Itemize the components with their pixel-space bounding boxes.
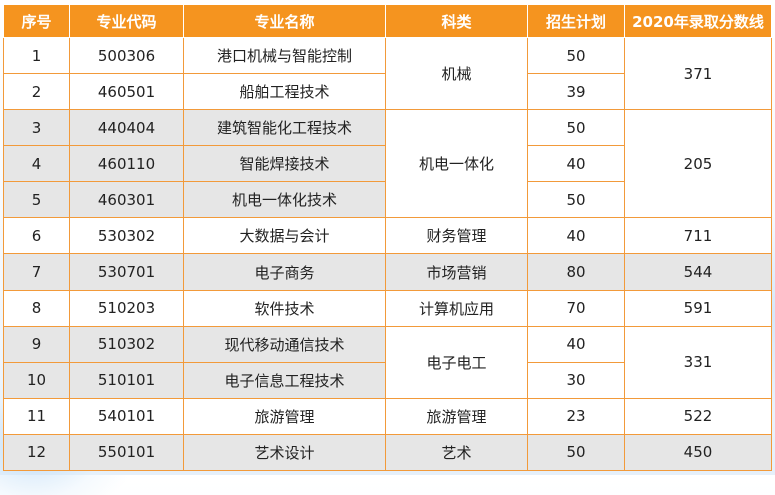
cell-code: 510101 [69, 361, 184, 399]
cell-plan: 50 [527, 109, 625, 147]
cell-name: 船舶工程技术 [183, 73, 386, 111]
cell-name: 旅游管理 [183, 397, 386, 435]
header-plan: 招生计划 [527, 4, 625, 38]
cell-no: 12 [3, 433, 70, 472]
cell-no: 6 [3, 217, 70, 255]
cell-code: 460301 [69, 181, 184, 219]
header-category: 科类 [385, 4, 528, 38]
cell-plan: 30 [527, 361, 625, 399]
cell-score: 544 [624, 253, 772, 291]
cell-category: 机械 [385, 36, 528, 111]
cell-name: 现代移动通信技术 [183, 325, 386, 363]
admission-table: 序号 专业代码 专业名称 科类 招生计划 2020年录取分数线 1 500306… [3, 4, 772, 472]
cell-code: 530701 [69, 253, 184, 291]
cell-no: 5 [3, 181, 70, 219]
cell-no: 4 [3, 145, 70, 183]
cell-code: 530302 [69, 217, 184, 255]
table-body: 1 500306 港口机械与智能控制 机械 50 371 2 460501 船舶… [3, 36, 772, 472]
cell-category: 电子电工 [385, 325, 528, 399]
table-row: 11 540101 旅游管理 旅游管理 23 522 [3, 397, 772, 435]
cell-no: 7 [3, 253, 70, 291]
table-row: 1 500306 港口机械与智能控制 机械 50 371 [3, 36, 772, 111]
cell-category: 财务管理 [385, 217, 528, 255]
cell-score: 205 [624, 109, 772, 219]
table-row: 4 460110 智能焊接技术 40 [3, 145, 772, 183]
cell-plan: 50 [527, 433, 625, 472]
cell-plan: 80 [527, 253, 625, 291]
table-row: 7 530701 电子商务 市场营销 80 544 [3, 253, 772, 291]
header-no: 序号 [3, 4, 70, 38]
cell-no: 10 [3, 361, 70, 399]
header-score: 2020年录取分数线 [624, 4, 772, 38]
cell-score: 371 [624, 36, 772, 111]
cell-score: 331 [624, 325, 772, 399]
cell-name: 智能焊接技术 [183, 145, 386, 183]
cell-code: 510203 [69, 289, 184, 327]
cell-code: 460501 [69, 73, 184, 111]
header-code: 专业代码 [69, 4, 184, 38]
cell-score: 711 [624, 217, 772, 255]
cell-name: 电子信息工程技术 [183, 361, 386, 399]
table-row: 8 510203 软件技术 计算机应用 70 591 [3, 289, 772, 327]
cell-plan: 39 [527, 73, 625, 111]
cell-name: 艺术设计 [183, 433, 386, 472]
cell-score: 522 [624, 397, 772, 435]
cell-no: 1 [3, 36, 70, 75]
table-row: 3 440404 建筑智能化工程技术 机电一体化 50 205 [3, 109, 772, 219]
cell-category: 旅游管理 [385, 397, 528, 435]
table-row: 5 460301 机电一体化技术 50 [3, 181, 772, 219]
cell-name: 电子商务 [183, 253, 386, 291]
cell-name: 港口机械与智能控制 [183, 36, 386, 75]
cell-code: 500306 [69, 36, 184, 75]
cell-code: 460110 [69, 145, 184, 183]
cell-no: 11 [3, 397, 70, 435]
cell-category: 艺术 [385, 433, 528, 472]
cell-no: 8 [3, 289, 70, 327]
cell-plan: 40 [527, 325, 625, 363]
cell-no: 2 [3, 73, 70, 111]
cell-name: 大数据与会计 [183, 217, 386, 255]
cell-score: 450 [624, 433, 772, 472]
cell-plan: 50 [527, 181, 625, 219]
cell-plan: 50 [527, 36, 625, 75]
table-row: 9 510302 现代移动通信技术 电子电工 40 331 [3, 325, 772, 399]
cell-code: 510302 [69, 325, 184, 363]
table-row: 10 510101 电子信息工程技术 30 [3, 361, 772, 399]
cell-code: 440404 [69, 109, 184, 147]
cell-plan: 40 [527, 145, 625, 183]
cell-plan: 70 [527, 289, 625, 327]
cell-no: 3 [3, 109, 70, 147]
table-row: 12 550101 艺术设计 艺术 50 450 [3, 433, 772, 472]
cell-no: 9 [3, 325, 70, 363]
header-name: 专业名称 [183, 4, 386, 38]
cell-category: 机电一体化 [385, 109, 528, 219]
table-header-row: 序号 专业代码 专业名称 科类 招生计划 2020年录取分数线 [3, 4, 772, 38]
cell-category: 市场营销 [385, 253, 528, 291]
table-row: 6 530302 大数据与会计 财务管理 40 711 [3, 217, 772, 255]
table-row: 2 460501 船舶工程技术 39 [3, 73, 772, 111]
cell-plan: 23 [527, 397, 625, 435]
cell-name: 软件技术 [183, 289, 386, 327]
cell-code: 540101 [69, 397, 184, 435]
cell-name: 机电一体化技术 [183, 181, 386, 219]
cell-code: 550101 [69, 433, 184, 472]
cell-category: 计算机应用 [385, 289, 528, 327]
cell-score: 591 [624, 289, 772, 327]
cell-name: 建筑智能化工程技术 [183, 109, 386, 147]
cell-plan: 40 [527, 217, 625, 255]
